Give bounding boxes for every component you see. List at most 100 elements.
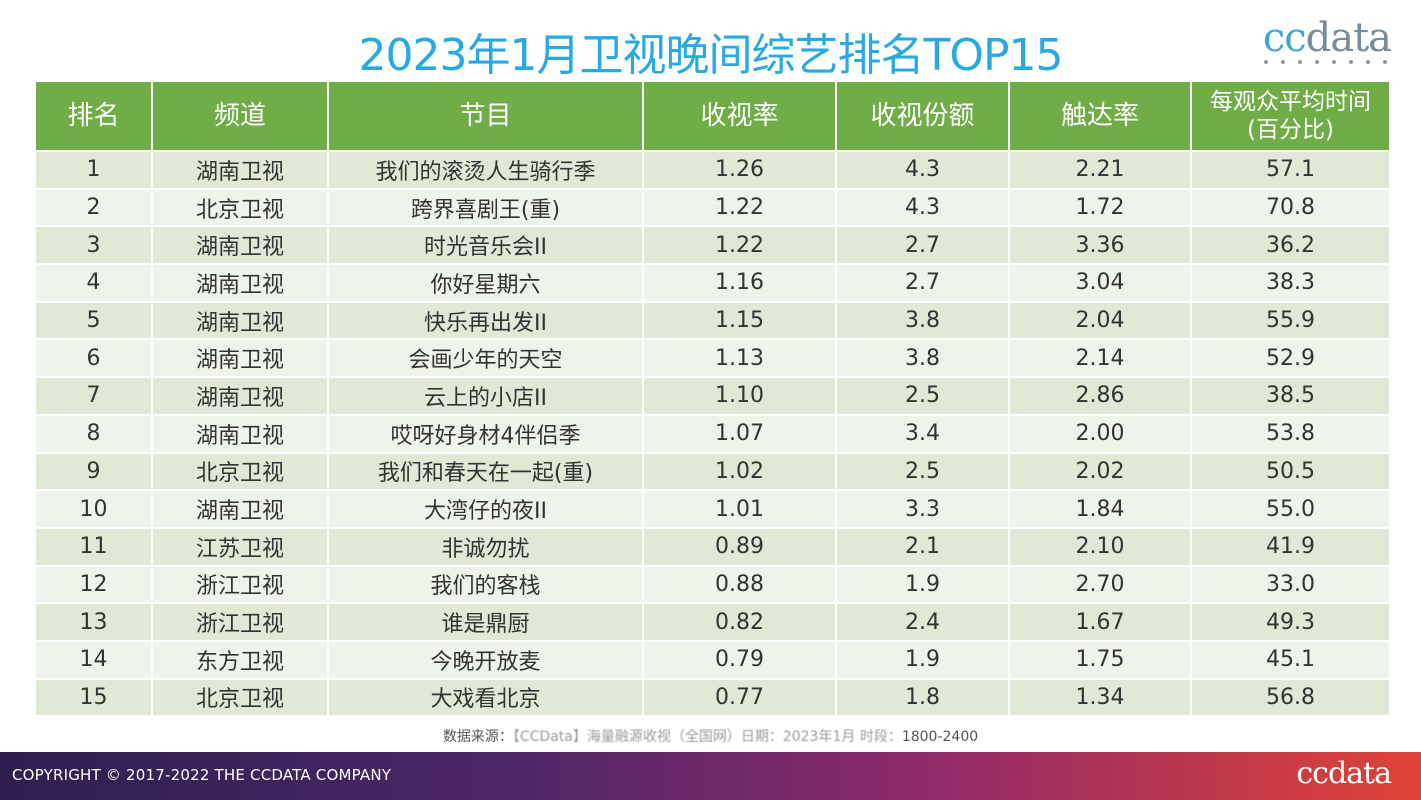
cell-channel: 湖南卫视	[153, 489, 329, 527]
cell-rank: 14	[36, 639, 153, 678]
cell-rank: 15	[36, 677, 153, 716]
cell-program: 非诚勿扰	[329, 526, 644, 565]
cell-rating: 0.82	[644, 602, 837, 640]
cell-channel: 浙江卫视	[153, 602, 329, 640]
cell-rating: 0.79	[644, 639, 837, 678]
cell-reach: 2.14	[1010, 338, 1192, 377]
table-row: 7 湖南卫视 云上的小店II 1.10 2.5 2.86 38.5	[36, 376, 1389, 414]
cell-share: 2.5	[837, 376, 1010, 414]
cell-share: 2.4	[837, 602, 1010, 640]
cell-channel: 湖南卫视	[153, 225, 329, 264]
cell-channel: 北京卫视	[153, 187, 329, 226]
cell-reach: 2.86	[1010, 376, 1192, 414]
cell-avg-time: 41.9	[1192, 526, 1389, 565]
cell-share: 2.7	[837, 263, 1010, 301]
cell-avg-time: 53.8	[1192, 413, 1389, 452]
cell-channel: 湖南卫视	[153, 376, 329, 414]
header-rating: 收视率	[644, 82, 837, 150]
cell-rank: 1	[36, 150, 153, 188]
cell-share: 3.4	[837, 413, 1010, 452]
table-body: 1 湖南卫视 我们的滚烫人生骑行季 1.26 4.3 2.21 57.1 2 北京卫视 跨界喜剧王…	[36, 150, 1389, 716]
table-header-row: 排名 频道 节目 收视率 收视份额 触达率 每观众平均时间 (百分比)	[36, 82, 1389, 150]
cell-program: 云上的小店II	[329, 376, 644, 414]
cell-rating: 1.02	[644, 451, 837, 490]
cell-channel: 北京卫视	[153, 451, 329, 490]
cell-rating: 1.26	[644, 150, 837, 188]
cell-reach: 1.67	[1010, 602, 1192, 640]
cell-avg-time: 52.9	[1192, 338, 1389, 377]
cell-channel: 北京卫视	[153, 677, 329, 716]
cell-avg-time: 49.3	[1192, 602, 1389, 640]
header-avg-time-line1: 每观众平均时间	[1210, 89, 1371, 115]
header-rank: 排名	[36, 82, 153, 150]
cell-share: 2.5	[837, 451, 1010, 490]
ccdata-logo-top: ccdata	[1251, 15, 1392, 70]
cell-rank: 8	[36, 413, 153, 452]
cell-channel: 湖南卫视	[153, 263, 329, 301]
header-program: 节目	[329, 82, 644, 150]
cell-program: 快乐再出发II	[329, 300, 644, 339]
table-row: 3 湖南卫视 时光音乐会II 1.22 2.7 3.36 36.2	[36, 225, 1389, 264]
cell-reach: 1.34	[1010, 677, 1192, 716]
cell-reach: 3.36	[1010, 225, 1192, 264]
cell-share: 4.3	[837, 150, 1010, 188]
cell-share: 1.8	[837, 677, 1010, 716]
cell-channel: 湖南卫视	[153, 300, 329, 339]
cell-avg-time: 55.0	[1192, 489, 1389, 527]
table-row: 12 浙江卫视 我们的客栈 0.88 1.9 2.70 33.0	[36, 564, 1389, 603]
logo-part-data: data	[1305, 15, 1392, 61]
cell-avg-time: 56.8	[1192, 677, 1389, 716]
cell-rank: 10	[36, 489, 153, 527]
cell-reach: 2.10	[1010, 526, 1192, 565]
cell-reach: 1.75	[1010, 639, 1192, 678]
cell-avg-time: 38.5	[1192, 376, 1389, 414]
cell-avg-time: 36.2	[1192, 225, 1389, 264]
cell-program: 我们和春天在一起(重)	[329, 451, 644, 490]
cell-program: 时光音乐会II	[329, 225, 644, 264]
cell-program: 我们的滚烫人生骑行季	[329, 150, 644, 188]
cell-rating: 1.01	[644, 489, 837, 527]
cell-program: 你好星期六	[329, 263, 644, 301]
table-row: 9 北京卫视 我们和春天在一起(重) 1.02 2.5 2.02 50.5	[36, 451, 1389, 490]
cell-avg-time: 50.5	[1192, 451, 1389, 490]
header-share: 收视份额	[837, 82, 1010, 150]
table-row: 8 湖南卫视 哎呀好身材4伴侣季 1.07 3.4 2.00 53.8	[36, 413, 1389, 452]
cell-rating: 1.22	[644, 187, 837, 226]
table-row: 6 湖南卫视 会画少年的天空 1.13 3.8 2.14 52.9	[36, 338, 1389, 377]
cell-program: 哎呀好身材4伴侣季	[329, 413, 644, 452]
cell-share: 2.1	[837, 526, 1010, 565]
ranking-table: 排名 频道 节目 收视率 收视份额 触达率 每观众平均时间 (百分比) 1 湖南卫…	[36, 82, 1389, 716]
cell-avg-time: 70.8	[1192, 187, 1389, 226]
cell-rank: 6	[36, 338, 153, 377]
header-channel: 频道	[153, 82, 329, 150]
table-row: 13 浙江卫视 谁是鼎厨 0.82 2.4 1.67 49.3	[36, 602, 1389, 640]
cell-reach: 3.04	[1010, 263, 1192, 301]
cell-avg-time: 55.9	[1192, 300, 1389, 339]
page-title: 2023年1月卫视晚间综艺排名TOP15	[358, 30, 1063, 81]
header-avg-time-line2: (百分比)	[1247, 117, 1334, 143]
cell-reach: 1.72	[1010, 187, 1192, 226]
cell-rating: 1.22	[644, 225, 837, 264]
cell-share: 1.9	[837, 639, 1010, 678]
cell-reach: 1.84	[1010, 489, 1192, 527]
cell-rating: 1.13	[644, 338, 837, 377]
cell-reach: 2.00	[1010, 413, 1192, 452]
cell-rating: 1.10	[644, 376, 837, 414]
cell-reach: 2.21	[1010, 150, 1192, 188]
cell-rating: 1.07	[644, 413, 837, 452]
cell-program: 跨界喜剧王(重)	[329, 187, 644, 226]
table-row: 1 湖南卫视 我们的滚烫人生骑行季 1.26 4.3 2.21 57.1	[36, 150, 1389, 188]
cell-rank: 5	[36, 300, 153, 339]
footer-bar: COPYRIGHT © 2017-2022 THE CCDATA COMPANY…	[0, 752, 1421, 800]
cell-reach: 2.02	[1010, 451, 1192, 490]
copyright-text: COPYRIGHT © 2017-2022 THE CCDATA COMPANY	[12, 766, 392, 784]
cell-rating: 0.88	[644, 564, 837, 603]
cell-channel: 湖南卫视	[153, 150, 329, 188]
cell-channel: 东方卫视	[153, 639, 329, 678]
table-row: 4 湖南卫视 你好星期六 1.16 2.7 3.04 38.3	[36, 263, 1389, 301]
cell-share: 2.7	[837, 225, 1010, 264]
cell-avg-time: 57.1	[1192, 150, 1389, 188]
cell-program: 大湾仔的夜II	[329, 489, 644, 527]
cell-reach: 2.04	[1010, 300, 1192, 339]
cell-rank: 12	[36, 564, 153, 603]
